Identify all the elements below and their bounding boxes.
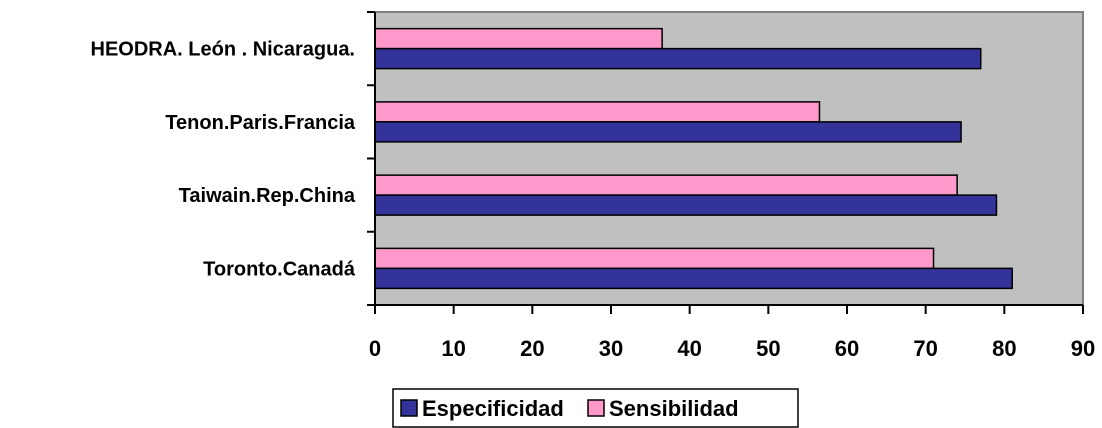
x-tick-label: 80 — [992, 336, 1016, 361]
bar-sensibilidad-2 — [374, 101, 821, 123]
legend: Especificidad Sensibilidad — [392, 388, 799, 428]
x-tick-label: 30 — [599, 336, 623, 361]
x-tick-label: 20 — [520, 336, 544, 361]
x-tick-label: 90 — [1071, 336, 1095, 361]
legend-label: Especificidad — [422, 396, 564, 421]
x-tick-label: 10 — [441, 336, 465, 361]
legend-label: Sensibilidad — [609, 396, 739, 421]
bar-especificidad-3 — [374, 47, 982, 70]
category-label: Toronto.Canadá — [203, 258, 356, 280]
x-tick-label: 0 — [369, 336, 381, 361]
category-label: Taiwain.Rep.China — [179, 185, 356, 207]
x-tick-label: 70 — [913, 336, 937, 361]
legend-swatch-especificidad — [400, 399, 418, 417]
legend-swatch-sensibilidad — [587, 399, 605, 417]
bar-especificidad-2 — [374, 121, 962, 143]
bar-sensibilidad-1 — [374, 174, 958, 196]
bar-sensibilidad-0 — [374, 247, 935, 270]
bar-especificidad-1 — [374, 194, 998, 216]
x-tick-label: 50 — [756, 336, 780, 361]
x-tick-label: 60 — [835, 336, 859, 361]
x-tick-label: 40 — [677, 336, 701, 361]
bar-sensibilidad-3 — [374, 27, 663, 50]
bar-especificidad-0 — [374, 267, 1013, 290]
category-label: Tenon.Paris.Francia — [165, 112, 356, 134]
category-label: HEODRA. León . Nicaragua. — [91, 39, 356, 61]
